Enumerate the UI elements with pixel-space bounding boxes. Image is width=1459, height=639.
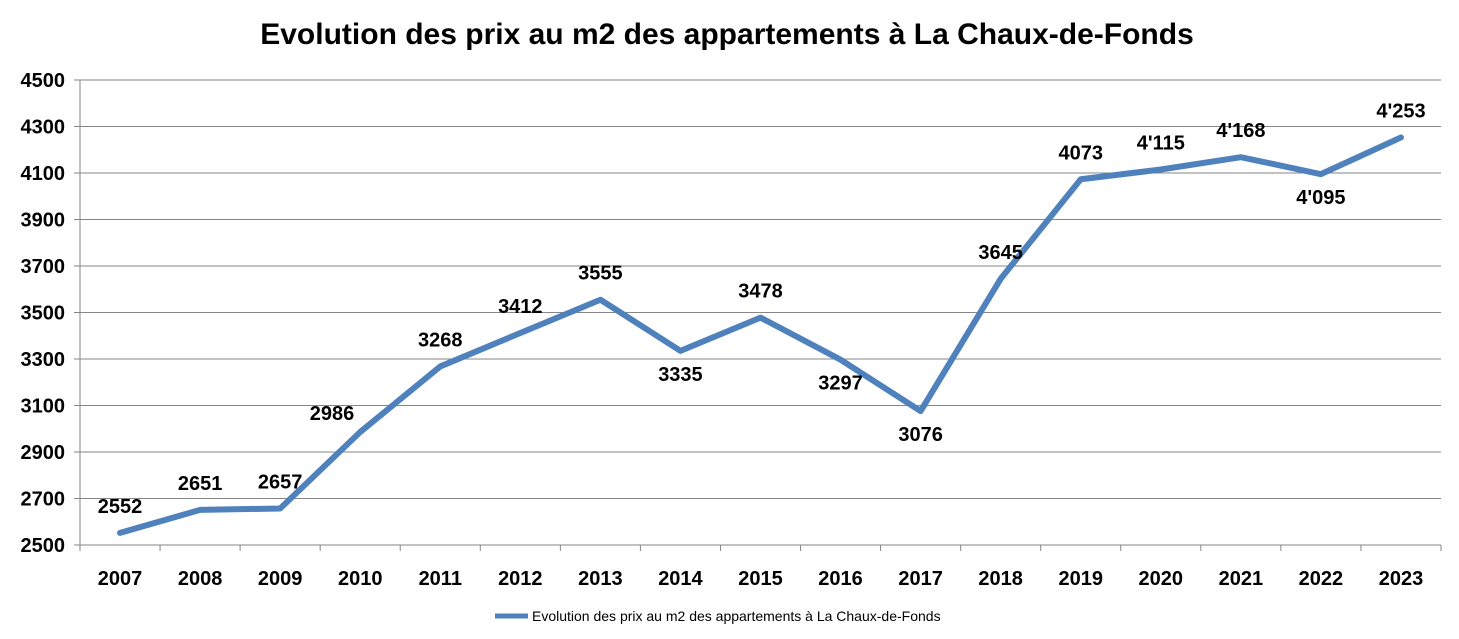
legend-label: Evolution des prix au m2 des appartement… bbox=[532, 608, 941, 624]
data-label: 4'168 bbox=[1216, 120, 1265, 142]
x-tick-label: 2016 bbox=[818, 568, 863, 590]
y-tick-label: 2900 bbox=[21, 442, 66, 464]
data-label: 3412 bbox=[498, 296, 543, 318]
y-tick-label: 4500 bbox=[21, 70, 66, 92]
x-axis-tick-labels: 2007 2008 2009 2010 2011 2012 2013 2014 2015 2016… bbox=[98, 568, 1423, 590]
y-tick-label: 2500 bbox=[21, 535, 66, 557]
data-label: 2552 bbox=[98, 496, 143, 518]
data-label: 4073 bbox=[1058, 142, 1103, 164]
y-tick-label: 3700 bbox=[21, 256, 66, 278]
y-tick-label: 2700 bbox=[21, 489, 66, 511]
x-tick-label: 2008 bbox=[178, 568, 223, 590]
data-label: 3645 bbox=[978, 242, 1023, 264]
data-label: 4'253 bbox=[1376, 100, 1425, 122]
x-tick-label: 2013 bbox=[578, 568, 623, 590]
data-label: 3478 bbox=[738, 281, 783, 303]
y-axis-tick-labels: 2500 2700 2900 3100 3300 3500 3700 3900 4100 4300… bbox=[21, 70, 66, 557]
data-label: 3268 bbox=[418, 329, 463, 351]
gridlines bbox=[80, 79, 1441, 546]
x-tick-label: 2020 bbox=[1139, 568, 1184, 590]
x-tick-label: 2012 bbox=[498, 568, 543, 590]
y-tick-label: 3100 bbox=[21, 396, 66, 418]
data-label: 2651 bbox=[178, 473, 223, 495]
x-tick-label: 2019 bbox=[1058, 568, 1103, 590]
data-label: 3335 bbox=[658, 364, 703, 386]
chart-title: Evolution des prix au m2 des appartement… bbox=[260, 18, 1194, 51]
x-tick-label: 2015 bbox=[738, 568, 783, 590]
x-tick-label: 2017 bbox=[898, 568, 943, 590]
x-tick-label: 2023 bbox=[1379, 568, 1424, 590]
x-tick-label: 2011 bbox=[419, 568, 462, 590]
data-label: 3555 bbox=[578, 263, 623, 285]
series-line bbox=[117, 134, 1404, 536]
x-tick-label: 2022 bbox=[1299, 568, 1344, 590]
y-tick-label: 4300 bbox=[21, 117, 66, 139]
data-label: 4'095 bbox=[1296, 187, 1345, 209]
y-tick-label: 3900 bbox=[21, 210, 66, 232]
x-tick-label: 2018 bbox=[978, 568, 1023, 590]
data-label: 4'115 bbox=[1137, 133, 1185, 155]
series-layer bbox=[117, 134, 1404, 536]
data-labels: 2552 2651 2657 2986 3268 3412 3555 3335 3478 3297… bbox=[98, 100, 1426, 517]
y-tick-label: 4100 bbox=[21, 163, 66, 185]
data-label: 3076 bbox=[898, 424, 943, 446]
x-tick-label: 2009 bbox=[258, 568, 303, 590]
legend: Evolution des prix au m2 des appartement… bbox=[495, 608, 941, 624]
y-tick-label: 3500 bbox=[21, 303, 66, 325]
x-tick-label: 2007 bbox=[98, 568, 143, 590]
data-label: 2986 bbox=[310, 403, 355, 425]
axes bbox=[74, 79, 1442, 551]
data-label: 3297 bbox=[818, 373, 863, 395]
x-tick-label: 2021 bbox=[1219, 568, 1264, 590]
y-tick-label: 3300 bbox=[21, 349, 66, 371]
x-tick-label: 2014 bbox=[658, 568, 703, 590]
x-tick-label: 2010 bbox=[338, 568, 383, 590]
data-label: 2657 bbox=[258, 471, 303, 493]
